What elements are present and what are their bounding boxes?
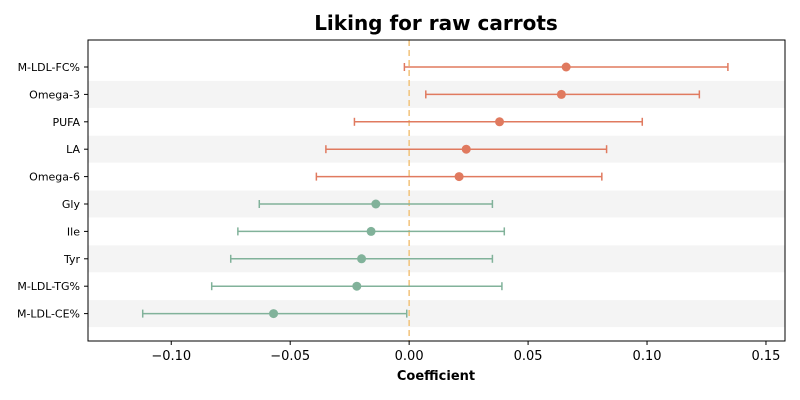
x-axis: −0.10 −0.05 0.00 0.05 0.10 0.15 [151,341,780,364]
y-axis: M-LDL-FC% Omega-3 PUFA LA Omega-6 Gly Ile Tyr M-… [17,61,88,321]
x-tick-label: 0.15 [751,349,780,364]
plot-frame [87,39,786,342]
coefficient-point [561,62,571,72]
coefficient-point [556,89,566,99]
forest-row [353,117,644,127]
coefficient-point [461,144,471,154]
y-tick-label: Gly [62,198,81,211]
forest-row [325,144,608,154]
x-tick-label: −0.10 [151,349,191,364]
chart-title: Liking for raw carrots [314,11,558,35]
forest-row [315,172,603,182]
x-tick-label: 0.10 [633,349,662,364]
y-tick-label: M-LDL-CE% [17,308,80,321]
forest-row [258,199,494,209]
coefficient-point [352,281,362,291]
y-tick-label: Omega-6 [29,171,80,184]
x-axis-label: Coefficient [397,369,475,384]
coefficient-point [454,172,464,182]
forest-row [210,281,503,291]
y-tick-label: M-LDL-TG% [17,280,80,293]
y-tick-label: LA [66,143,80,156]
y-tick-label: Ile [67,225,80,238]
data-rows [141,62,729,319]
x-tick-label: −0.05 [270,349,310,364]
forest-row [141,309,408,319]
y-tick-label: M-LDL-FC% [18,61,80,74]
y-tick-label: Omega-3 [29,88,80,101]
x-tick-label: 0.00 [395,349,424,364]
forest-row [425,89,701,99]
coefficient-point [495,117,505,127]
forest-row [237,226,506,236]
forest-row [229,254,494,264]
coefficient-point [366,226,376,236]
y-tick-label: PUFA [52,116,80,129]
coefficient-point [269,309,279,319]
coefficient-point [371,199,381,209]
forest-row [403,62,729,72]
x-tick-label: 0.05 [514,349,543,364]
y-tick-label: Tyr [63,253,81,266]
coefficient-point [357,254,367,264]
